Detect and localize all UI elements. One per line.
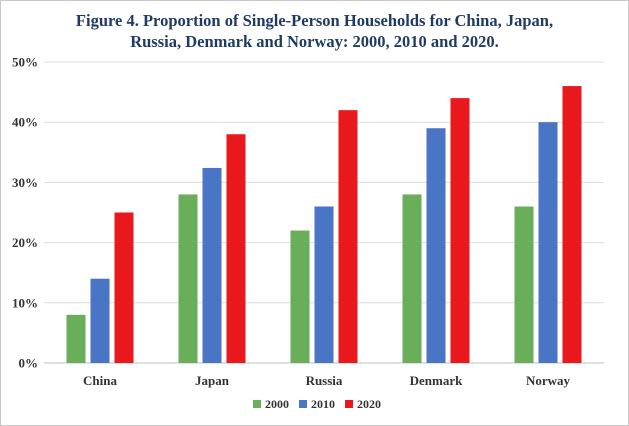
legend-label: 2000: [265, 397, 289, 411]
bar-russia-2000: [290, 230, 310, 363]
y-tick-label: 40%: [12, 115, 38, 130]
x-tick-label: Denmark: [410, 373, 463, 388]
y-tick-label: 10%: [12, 295, 38, 310]
bar-japan-2000: [178, 194, 198, 363]
bars: [66, 86, 582, 364]
y-tick-label: 0%: [19, 356, 39, 371]
y-tick-label: 30%: [12, 175, 38, 190]
legend: 2000 2010 2020: [253, 397, 381, 411]
bar-china-2000: [66, 314, 86, 363]
bar-japan-2020: [226, 134, 246, 363]
bar-norway-2000: [514, 206, 534, 363]
legend-label: 2010: [311, 397, 335, 411]
legend-swatch-2020: [345, 400, 353, 408]
chart-title: Figure 4. Proportion of Single-Person Ho…: [0, 10, 629, 52]
y-axis-ticks: 0% 10% 20% 30% 40% 50%: [12, 55, 38, 371]
bar-japan-2010: [202, 167, 222, 363]
legend-swatch-2010: [299, 400, 307, 408]
x-tick-label: China: [83, 373, 117, 388]
chart-title-line-1: Figure 4. Proportion of Single-Person Ho…: [75, 11, 554, 30]
bar-russia-2020: [338, 110, 358, 363]
bar-denmark-2000: [402, 194, 422, 363]
x-axis-ticks: China Japan Russia Denmark Norway: [83, 373, 571, 388]
bar-russia-2010: [314, 206, 334, 363]
bar-china-2020: [114, 212, 134, 363]
y-tick-label: 20%: [12, 235, 38, 250]
legend-swatch-2000: [253, 400, 261, 408]
x-tick-label: Japan: [195, 373, 230, 388]
x-tick-label: Norway: [526, 373, 571, 388]
legend-label: 2020: [357, 397, 381, 411]
bar-norway-2010: [538, 122, 558, 363]
chart-title-line-2: Russia, Denmark and Norway: 2000, 2010 a…: [130, 32, 499, 51]
x-tick-label: Russia: [306, 373, 343, 388]
bar-denmark-2020: [450, 98, 470, 364]
bar-denmark-2010: [426, 128, 446, 363]
y-tick-label: 50%: [12, 55, 38, 70]
bar-china-2010: [90, 278, 110, 363]
bar-norway-2020: [562, 86, 582, 363]
